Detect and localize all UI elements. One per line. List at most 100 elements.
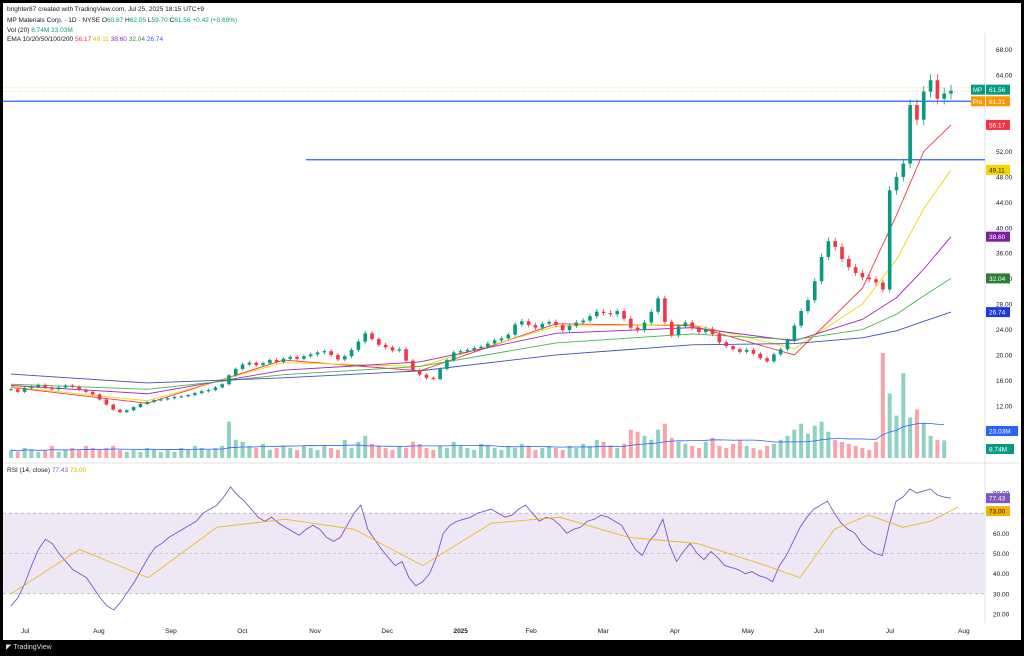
volume-bar <box>506 445 511 458</box>
volume-bar <box>192 445 197 458</box>
time-tick-label: 2025 <box>453 628 468 635</box>
ohlc-c: C61.56 <box>169 17 191 24</box>
volume-bar <box>765 445 770 458</box>
candle-body <box>363 333 368 342</box>
chart-svg: 8.0012.0016.0020.0024.0028.0032.0036.004… <box>3 33 1021 635</box>
rsi-ma-line <box>10 506 959 595</box>
candle-body <box>724 342 729 347</box>
price-tick-label: 12.00 <box>996 403 1013 410</box>
candle-body <box>574 322 579 326</box>
candle-body <box>860 272 865 278</box>
volume-bar <box>778 439 783 458</box>
volume-bar <box>533 449 538 458</box>
volume-bar <box>526 445 531 458</box>
time-tick-label: Sep <box>165 628 177 635</box>
candle-body <box>642 322 647 331</box>
volume-bar <box>342 439 347 458</box>
candle-body <box>206 389 211 392</box>
rsi-tick-label: 50.00 <box>993 551 1010 558</box>
candle-body <box>567 325 572 331</box>
candle-body <box>738 349 742 352</box>
volume-bar <box>540 447 545 458</box>
rsi-line <box>10 486 952 611</box>
candle-body <box>383 344 388 348</box>
volume-bar <box>165 449 170 458</box>
price-tick-label: 16.00 <box>996 378 1013 385</box>
volume-bar <box>724 447 729 458</box>
candle-body <box>765 358 769 362</box>
candle-body <box>84 389 88 392</box>
volume-bar <box>70 447 75 458</box>
volume-bar <box>349 447 354 458</box>
volume-bar <box>322 445 327 458</box>
volume-bar <box>717 445 722 458</box>
volume-bar <box>628 429 633 458</box>
volume-bar <box>111 445 116 458</box>
candle-body <box>928 80 933 92</box>
volume-bar <box>846 443 851 458</box>
candle-body <box>458 351 463 353</box>
price-tick-label: 52.00 <box>996 149 1013 156</box>
volume-bar <box>731 443 736 458</box>
rsi-label-value: 77.43 <box>989 496 1006 503</box>
price-label-value: 61.56 <box>989 87 1006 94</box>
candle-body <box>887 190 892 290</box>
volume-bar <box>138 451 143 458</box>
candle-body <box>213 387 218 390</box>
candle-body <box>547 321 551 324</box>
volume-bar <box>792 429 797 458</box>
candle-body <box>70 385 75 387</box>
price-label-box <box>986 119 1010 130</box>
volume-bar <box>935 439 940 458</box>
candle-body <box>118 409 122 413</box>
candle-body <box>329 351 333 355</box>
volume-bar <box>479 443 483 458</box>
volume-bar <box>553 447 558 458</box>
vol-legend: Vol (20) 8.74M 23.03M <box>7 27 73 34</box>
candle-body <box>111 404 115 410</box>
candle-body <box>690 322 694 329</box>
ema-200-line <box>10 311 952 384</box>
candle-body <box>404 349 408 361</box>
volume-bar <box>431 449 436 458</box>
volume-bar <box>547 445 552 458</box>
ema-50-line <box>10 236 952 395</box>
volume-bar <box>880 353 885 458</box>
volume-bar <box>281 445 286 458</box>
volume-bar <box>519 443 524 458</box>
candle-body <box>635 327 640 331</box>
ema-20-line <box>10 169 952 402</box>
volume-bar <box>295 449 300 458</box>
candle-body <box>792 325 797 341</box>
volume-bar <box>186 449 191 458</box>
candle-body <box>104 399 109 405</box>
candle-body <box>227 375 231 385</box>
volume-bar <box>172 451 177 458</box>
volume-bar <box>261 443 266 458</box>
volume-bar <box>737 439 742 458</box>
candle-body <box>145 402 150 404</box>
rsi-tick-label: 40.00 <box>993 571 1010 578</box>
candle-body <box>77 386 81 390</box>
candle-body <box>63 385 68 388</box>
candle-body <box>894 176 899 191</box>
candle-body <box>486 343 490 347</box>
volume-bar <box>63 449 68 458</box>
candle-body <box>349 349 354 357</box>
volume-bar <box>315 449 320 458</box>
candle-body <box>165 398 170 400</box>
volume-bar <box>785 435 790 458</box>
price-label-value: 26.74 <box>989 310 1006 317</box>
candle-body <box>874 279 878 283</box>
volume-bar <box>560 449 565 458</box>
candle-body <box>424 374 429 378</box>
volume-bar <box>513 447 518 458</box>
volume-bar <box>662 423 667 458</box>
candle-body <box>199 391 204 394</box>
volume-bar <box>49 445 54 458</box>
candle-body <box>853 267 858 273</box>
volume-bar <box>404 447 409 458</box>
volume-bar <box>799 423 804 458</box>
volume-bar <box>451 441 456 458</box>
volume-bar <box>465 447 470 458</box>
